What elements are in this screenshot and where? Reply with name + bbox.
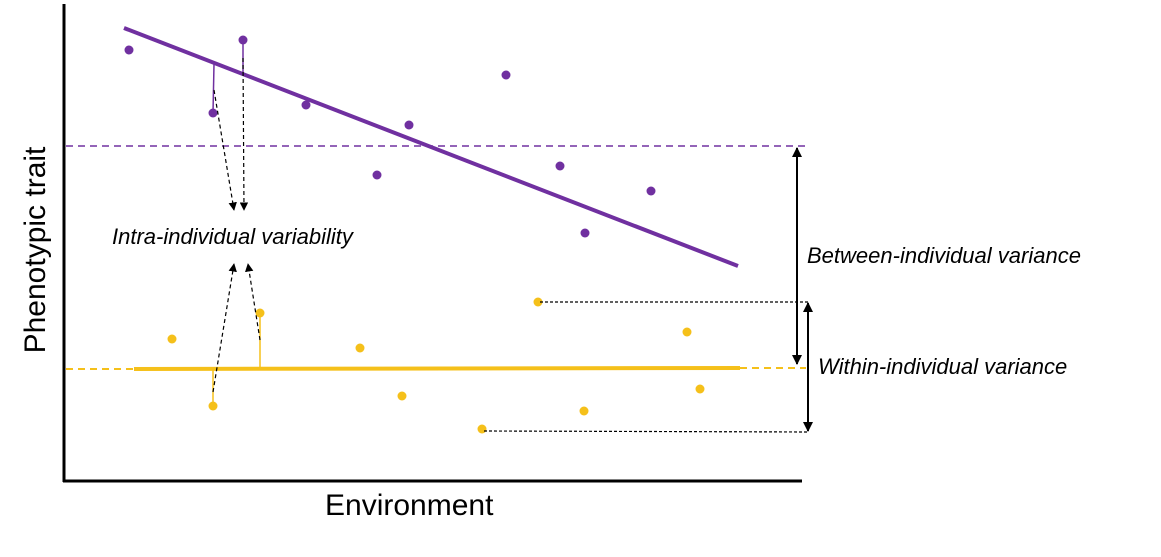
between-individual-label: Between-individual variance [807, 243, 1081, 268]
within-individual-label: Within-individual variance [818, 354, 1068, 379]
data-point [695, 384, 705, 394]
data-point [208, 401, 218, 411]
within-lower-guide [483, 430, 809, 433]
data-point [355, 343, 365, 353]
data-point [255, 308, 265, 318]
individual-b-reaction-norm [133, 366, 741, 371]
data-point [397, 391, 407, 401]
data-point [167, 334, 177, 344]
data-point [646, 186, 656, 196]
individual-b-points [167, 297, 705, 434]
individual-a-reaction-norm [123, 26, 739, 268]
intra-arrows [212, 57, 261, 393]
data-point [682, 327, 692, 337]
data-point [124, 45, 134, 55]
data-point [238, 35, 248, 45]
intra-arrow-down-1 [213, 89, 237, 211]
intra-arrow-up-1 [212, 263, 237, 393]
intra-individual-label: Intra-individual variability [112, 224, 353, 249]
data-point [555, 161, 565, 171]
data-point [477, 424, 487, 434]
data-point [579, 406, 589, 416]
data-point [533, 297, 543, 307]
data-point [208, 108, 218, 118]
x-axis-label: Environment [325, 489, 494, 522]
data-point [372, 170, 382, 180]
intra-arrow-down-2 [239, 57, 249, 211]
data-point [404, 120, 414, 130]
y-axis-label: Phenotypic trait [19, 146, 52, 354]
intra-arrow-up-2 [245, 263, 261, 341]
individual-a-points [124, 35, 656, 238]
residual-a-1 [212, 63, 215, 114]
data-point [580, 228, 590, 238]
data-point [501, 70, 511, 80]
data-point [301, 100, 311, 110]
